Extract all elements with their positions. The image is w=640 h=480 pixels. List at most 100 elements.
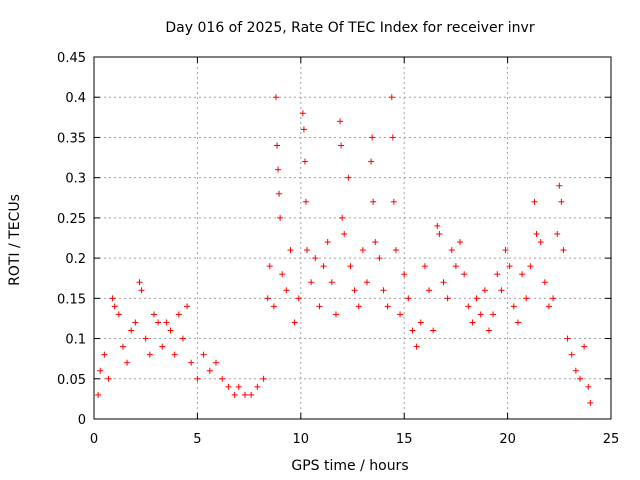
y-tick-label: 0.2 — [65, 252, 86, 267]
data-point — [510, 303, 517, 310]
data-point — [564, 335, 571, 342]
data-point — [550, 295, 557, 302]
data-point — [434, 222, 441, 229]
data-point — [523, 295, 530, 302]
data-point — [184, 303, 191, 310]
data-point — [558, 198, 565, 205]
data-point — [279, 271, 286, 278]
data-point — [320, 263, 327, 270]
data-point — [142, 335, 149, 342]
data-point — [111, 303, 118, 310]
data-point — [370, 198, 377, 205]
data-point — [219, 375, 226, 382]
data-point — [308, 279, 315, 286]
data-point — [231, 391, 238, 398]
grid-layer — [94, 57, 611, 419]
data-point — [241, 391, 248, 398]
data-point — [576, 375, 583, 382]
data-point — [213, 359, 220, 366]
data-point — [332, 311, 339, 318]
data-point — [560, 247, 567, 254]
data-point — [485, 327, 492, 334]
data-point — [392, 247, 399, 254]
y-tick-label: 0.45 — [57, 51, 86, 66]
data-point — [369, 134, 376, 141]
data-point — [351, 287, 358, 294]
data-point — [413, 343, 420, 350]
data-point — [388, 94, 395, 101]
data-point — [225, 383, 232, 390]
data-point — [430, 327, 437, 334]
data-point — [328, 279, 335, 286]
y-tick-label: 0.05 — [57, 373, 86, 388]
data-point — [359, 247, 366, 254]
data-point — [568, 351, 575, 358]
data-point — [175, 311, 182, 318]
data-point — [337, 118, 344, 125]
data-point — [109, 295, 116, 302]
data-point — [545, 303, 552, 310]
plot-frame — [93, 56, 612, 420]
data-point — [171, 351, 178, 358]
data-point — [128, 327, 135, 334]
data-point — [270, 303, 277, 310]
data-point — [345, 174, 352, 181]
data-point — [448, 247, 455, 254]
x-axis-title: GPS time / hours — [291, 458, 408, 474]
y-tick-label: 0.35 — [57, 131, 86, 146]
data-point — [301, 158, 308, 165]
data-point — [194, 375, 201, 382]
x-tick-label: 20 — [499, 432, 516, 447]
y-tick-label: 0.25 — [57, 212, 86, 227]
data-point — [409, 327, 416, 334]
data-point — [390, 198, 397, 205]
data-point — [341, 230, 348, 237]
data-point — [119, 343, 126, 350]
data-point — [136, 279, 143, 286]
y-tick-label: 0 — [78, 413, 86, 428]
data-point — [368, 158, 375, 165]
data-point — [266, 263, 273, 270]
data-point — [473, 295, 480, 302]
data-point — [498, 287, 505, 294]
data-point — [519, 271, 526, 278]
data-point — [254, 383, 261, 390]
data-point — [264, 295, 271, 302]
data-point — [274, 142, 281, 149]
data-point — [421, 263, 428, 270]
data-point — [537, 239, 544, 246]
data-point — [556, 182, 563, 189]
y-axis-title: ROTI / TECUs — [7, 194, 23, 286]
data-point — [490, 311, 497, 318]
data-point — [304, 247, 311, 254]
data-point — [477, 311, 484, 318]
data-point — [461, 271, 468, 278]
y-tick-label: 0.3 — [65, 172, 86, 187]
data-point — [159, 343, 166, 350]
data-point — [444, 295, 451, 302]
data-point — [384, 303, 391, 310]
data-point — [163, 319, 170, 326]
data-point — [287, 247, 294, 254]
data-point — [132, 319, 139, 326]
data-point — [469, 319, 476, 326]
data-point — [494, 271, 501, 278]
data-point — [316, 303, 323, 310]
data-point — [291, 319, 298, 326]
data-point — [440, 279, 447, 286]
x-tick-label: 15 — [396, 432, 413, 447]
data-point — [531, 198, 538, 205]
data-point — [324, 239, 331, 246]
data-point — [585, 383, 592, 390]
data-point — [124, 359, 131, 366]
data-point — [302, 198, 309, 205]
data-point — [417, 319, 424, 326]
data-point — [452, 263, 459, 270]
data-point — [587, 399, 594, 406]
data-point — [276, 190, 283, 197]
data-point — [527, 263, 534, 270]
data-point — [502, 247, 509, 254]
data-points — [95, 94, 594, 406]
data-point — [481, 287, 488, 294]
